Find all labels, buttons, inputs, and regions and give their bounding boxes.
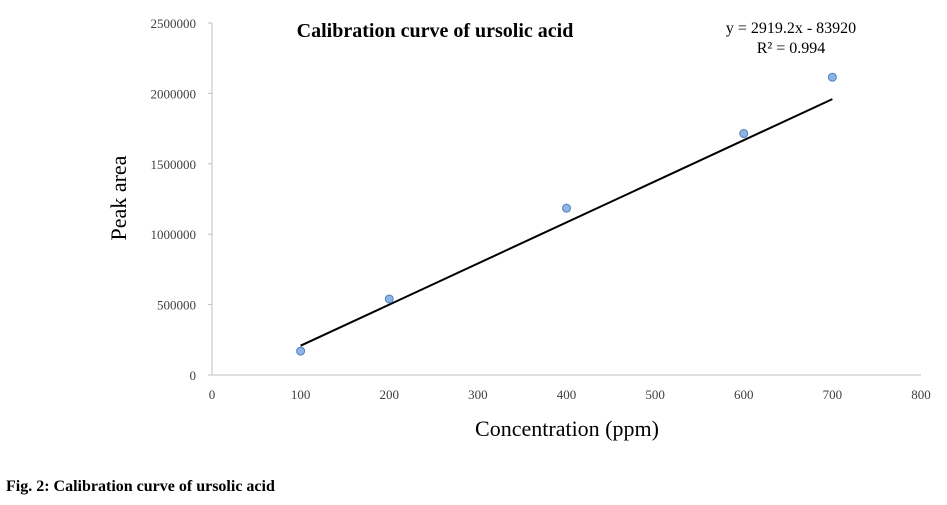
x-tick-label: 0 — [209, 387, 216, 402]
calibration-chart: 0 100 200 300 400 500 600 700 800 0 500000 1000000 1… — [106, 16, 931, 441]
x-tick-label: 100 — [291, 387, 311, 402]
data-point — [739, 129, 749, 139]
data-point — [296, 346, 306, 356]
y-tick-label: 500000 — [157, 298, 196, 313]
x-tick-label: 600 — [734, 387, 754, 402]
trendline-equation: y = 2919.2x - 83920 — [726, 20, 856, 37]
tick-labels: 0 100 200 300 400 500 600 700 800 0 500000 1000000 1… — [151, 16, 931, 402]
x-tick-label: 800 — [911, 387, 931, 402]
r-squared-label: R² = 0.994 — [757, 40, 826, 57]
data-point — [384, 294, 394, 304]
y-tick-label: 2000000 — [151, 86, 197, 101]
data-points — [296, 72, 837, 356]
x-tick-label: 700 — [823, 387, 843, 402]
chart-title: Calibration curve of ursolic acid — [297, 20, 574, 42]
linear-trendline — [300, 98, 833, 347]
x-tick-label: 400 — [557, 387, 577, 402]
axes-layer — [208, 22, 921, 376]
trendline-layer — [300, 98, 833, 347]
y-tick-label: 1500000 — [151, 157, 197, 172]
y-axis-title: Peak area — [106, 155, 131, 240]
x-tick-label: 300 — [468, 387, 488, 402]
data-point — [562, 203, 571, 213]
y-tick-label: 1000000 — [151, 227, 197, 242]
y-tick-label: 2500000 — [151, 16, 197, 31]
x-tick-label: 200 — [380, 387, 400, 402]
figure-caption: Fig. 2: Calibration curve of ursolic aci… — [6, 478, 275, 495]
x-axis-title: Concentration (ppm) — [475, 416, 659, 441]
y-tick-label: 0 — [190, 368, 197, 383]
x-tick-label: 500 — [645, 387, 665, 402]
data-point — [827, 72, 837, 82]
